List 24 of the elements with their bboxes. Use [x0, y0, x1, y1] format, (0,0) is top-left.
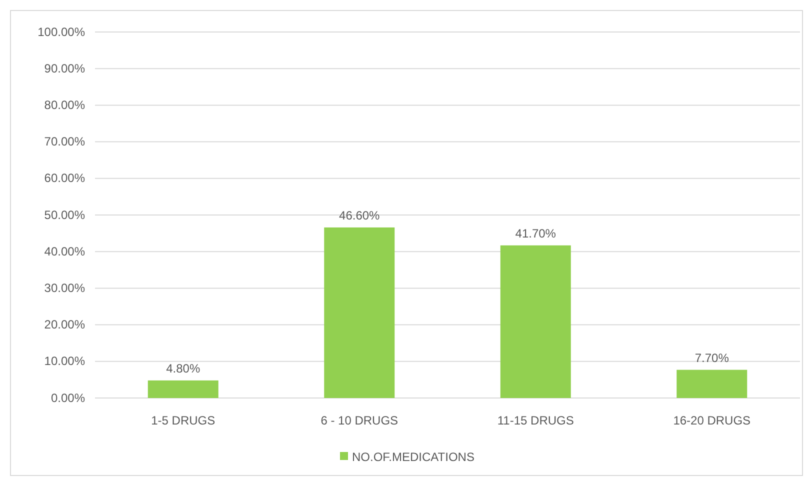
x-tick-label: 6 - 10 DRUGS	[320, 414, 398, 428]
y-tick-label: 60.00%	[44, 171, 86, 186]
data-label: 41.70%	[515, 226, 556, 240]
legend-label: NO.OF.MEDICATIONS	[352, 450, 474, 464]
data-label: 4.80%	[166, 361, 200, 376]
y-tick-label: 80.00%	[44, 98, 86, 112]
y-tick-label: 20.00%	[44, 318, 86, 332]
bar	[500, 245, 571, 398]
y-tick-label: 40.00%	[44, 244, 86, 258]
bar	[148, 380, 218, 398]
data-label: 46.60%	[339, 208, 380, 222]
x-tick-label: 1-5 DRUGS	[151, 414, 216, 428]
y-tick-label: 50.00%	[44, 208, 86, 222]
y-tick-label: 90.00%	[44, 61, 86, 76]
x-tick-label: 11-15 DRUGS	[497, 414, 574, 428]
y-tick-label: 30.00%	[44, 281, 86, 296]
x-tick-label: 16-20 DRUGS	[673, 414, 751, 428]
y-tick-label: 100.00%	[38, 24, 86, 39]
y-tick-label: 10.00%	[44, 354, 86, 368]
bar	[676, 370, 748, 398]
y-tick-label: 0.00%	[50, 390, 86, 405]
bar	[324, 227, 395, 398]
y-tick-label: 70.00%	[44, 134, 86, 149]
data-label: 7.70%	[694, 350, 730, 365]
